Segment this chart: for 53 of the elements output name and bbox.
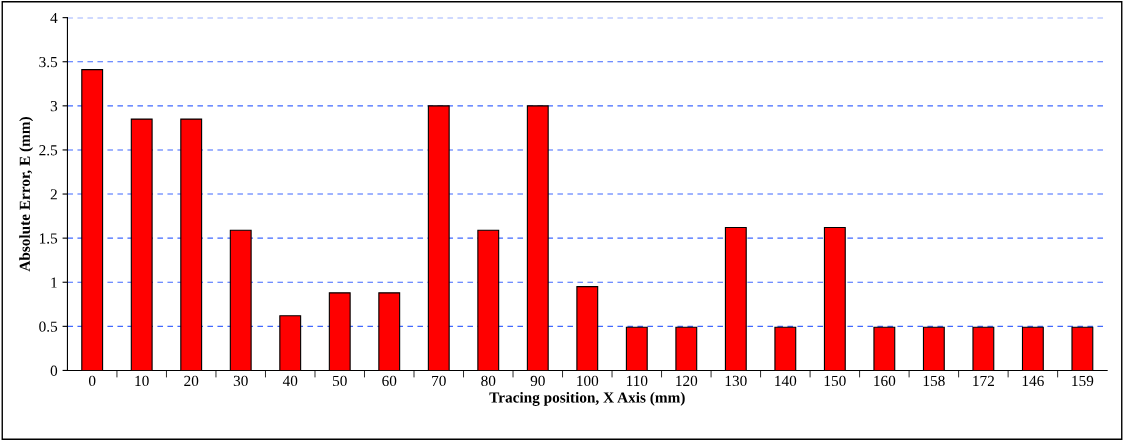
x-tick-label: 159 bbox=[1072, 375, 1094, 387]
bar bbox=[130, 118, 153, 371]
bar bbox=[229, 229, 252, 371]
bar bbox=[625, 326, 648, 371]
bar bbox=[823, 227, 846, 371]
x-tick-label: 158 bbox=[923, 375, 945, 387]
x-tick-label: 50 bbox=[332, 375, 347, 387]
bar bbox=[675, 326, 698, 371]
x-tick-label: 90 bbox=[530, 375, 545, 387]
bar bbox=[427, 105, 450, 371]
bar bbox=[724, 227, 747, 371]
x-tick-label: 150 bbox=[824, 375, 846, 387]
y-tick-label: 3.5 bbox=[39, 56, 58, 68]
y-tick-label: 2.5 bbox=[39, 145, 58, 156]
y-tick-label: 1 bbox=[51, 277, 57, 288]
x-tick-label: 110 bbox=[626, 375, 648, 387]
x-tick-label: 160 bbox=[874, 375, 896, 387]
x-tick-label: 100 bbox=[577, 375, 599, 387]
x-tick-label: 10 bbox=[135, 375, 149, 387]
x-tick-label: 30 bbox=[233, 375, 248, 387]
x-tick-label: 20 bbox=[184, 375, 199, 387]
x-tick-label: 140 bbox=[775, 375, 797, 387]
bar bbox=[972, 326, 995, 371]
x-tick-label: 130 bbox=[725, 375, 747, 387]
y-axis-title: Absolute Error, E (mm) bbox=[19, 117, 34, 272]
y-tick-label: 0.5 bbox=[39, 321, 58, 332]
y-tick-label: 4 bbox=[50, 12, 58, 23]
bar bbox=[328, 292, 351, 371]
x-tick-label: 172 bbox=[973, 375, 994, 386]
x-tick-label: 146 bbox=[1022, 375, 1044, 387]
bar bbox=[1021, 326, 1044, 371]
y-tick-label: 2 bbox=[50, 189, 57, 200]
bar bbox=[180, 118, 203, 371]
bar bbox=[873, 326, 896, 371]
bar bbox=[477, 229, 500, 371]
x-tick-label: 0 bbox=[88, 375, 96, 387]
y-tick-label: 1.5 bbox=[39, 233, 58, 244]
bar bbox=[1071, 326, 1094, 371]
x-tick-label: 40 bbox=[282, 375, 298, 387]
x-tick-label: 70 bbox=[432, 375, 446, 387]
x-axis-title: Tracing position, X Axis (mm) bbox=[489, 391, 685, 406]
y-tick-label: 3 bbox=[50, 101, 58, 112]
bar bbox=[378, 292, 401, 371]
bar bbox=[279, 315, 302, 371]
bar bbox=[922, 326, 945, 371]
x-tick-label: 120 bbox=[676, 375, 698, 387]
x-tick-label: 80 bbox=[481, 375, 496, 387]
bar bbox=[774, 326, 797, 371]
bar bbox=[81, 69, 104, 371]
bar bbox=[526, 105, 549, 371]
y-tick-label: 0 bbox=[50, 365, 58, 376]
x-tick-label: 60 bbox=[382, 375, 397, 387]
bar bbox=[576, 286, 599, 371]
